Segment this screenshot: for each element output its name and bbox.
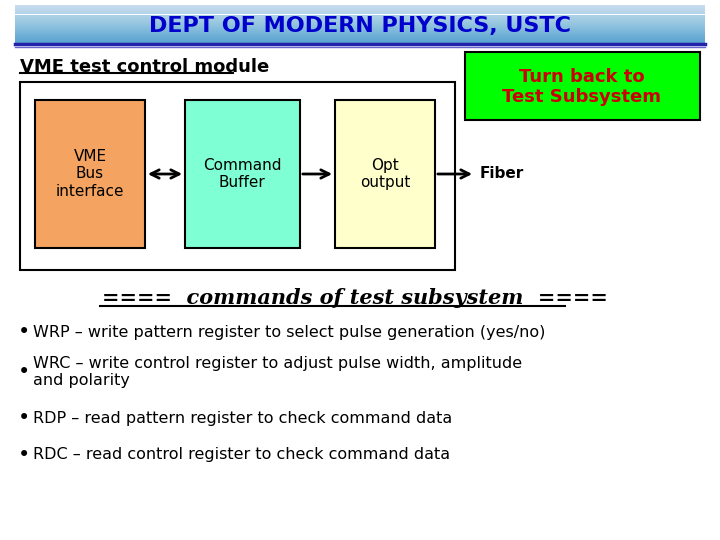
Bar <box>15 42 705 43</box>
Bar <box>15 35 705 36</box>
Bar <box>15 41 705 42</box>
Bar <box>335 100 435 248</box>
Text: •: • <box>18 322 30 342</box>
Bar <box>15 33 705 35</box>
Bar <box>15 14 705 15</box>
Text: WRC – write control register to adjust pulse width, amplitude
and polarity: WRC – write control register to adjust p… <box>33 356 522 388</box>
Text: Opt
output: Opt output <box>360 158 410 190</box>
Bar <box>15 21 705 22</box>
Bar <box>15 26 705 27</box>
Bar <box>465 52 700 120</box>
Bar <box>15 7 705 8</box>
Text: •: • <box>18 362 30 382</box>
Bar <box>15 19 705 20</box>
Text: Fiber: Fiber <box>480 166 524 181</box>
Bar <box>15 39 705 40</box>
Bar <box>15 28 705 29</box>
Bar <box>35 100 145 248</box>
Bar <box>15 22 705 23</box>
Bar <box>15 11 705 12</box>
Text: VME test control module: VME test control module <box>20 58 269 76</box>
Bar <box>15 29 705 30</box>
Bar <box>15 10 705 11</box>
Bar <box>15 15 705 16</box>
Bar <box>15 18 705 19</box>
Bar <box>15 36 705 37</box>
Bar <box>15 16 705 17</box>
Text: ====  commands of test subsystem  ====: ==== commands of test subsystem ==== <box>102 288 608 308</box>
Bar <box>15 20 705 21</box>
Bar <box>15 25 705 26</box>
Text: DEPT OF MODERN PHYSICS, USTC: DEPT OF MODERN PHYSICS, USTC <box>149 16 571 36</box>
Text: RDP – read pattern register to check command data: RDP – read pattern register to check com… <box>33 410 452 426</box>
Bar <box>15 17 705 18</box>
Text: WRP – write pattern register to select pulse generation (yes/no): WRP – write pattern register to select p… <box>33 325 545 340</box>
Text: RDC – read control register to check command data: RDC – read control register to check com… <box>33 448 450 462</box>
Bar <box>15 30 705 31</box>
Bar <box>15 6 705 7</box>
Text: Turn back to
Test Subsystem: Turn back to Test Subsystem <box>503 68 662 106</box>
Bar <box>15 24 705 25</box>
Bar <box>15 23 705 24</box>
Bar <box>15 9 705 10</box>
Text: •: • <box>18 408 30 428</box>
Bar <box>15 5 705 6</box>
Bar <box>15 12 705 14</box>
Bar <box>15 37 705 38</box>
Bar <box>15 32 705 33</box>
Bar <box>15 38 705 39</box>
Bar <box>15 8 705 9</box>
Bar <box>185 100 300 248</box>
Bar <box>15 31 705 32</box>
Text: •: • <box>18 445 30 465</box>
Bar <box>15 27 705 28</box>
Bar <box>15 40 705 41</box>
Text: Command
Buffer: Command Buffer <box>203 158 282 190</box>
Text: VME
Bus
interface: VME Bus interface <box>55 149 125 199</box>
Bar <box>20 82 455 270</box>
